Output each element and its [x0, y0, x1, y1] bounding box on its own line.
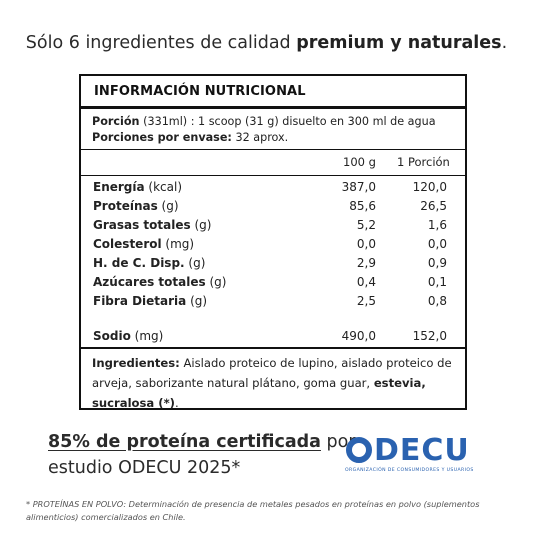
value-portion: 0,9: [427, 256, 447, 270]
column-header-100g: 100 g: [343, 155, 376, 169]
logo-text: DECU: [374, 433, 470, 468]
value-100g: 85,6: [349, 199, 376, 213]
nutrient-unit: (mg): [130, 329, 164, 343]
ingredients-text: Aislado proteico de lupino, aislado prot…: [92, 356, 452, 390]
nutrient-unit: (g): [184, 256, 206, 270]
nutrient-unit: (mg): [161, 237, 195, 251]
nutrient-unit: (g): [157, 199, 179, 213]
logo-o-ring: [346, 437, 372, 463]
headline: Sólo 6 ingredientes de calidad premium y…: [0, 33, 533, 53]
panel-title: INFORMACIÓN NUTRICIONAL: [94, 84, 306, 99]
nutrient-label: Sodio (mg): [93, 329, 163, 343]
divider: [81, 175, 465, 176]
nutrient-label: Azúcares totales (g): [93, 275, 226, 289]
nutrient-unit: (g): [205, 275, 227, 289]
ingredients: Ingredientes: Aislado proteico de lupino…: [92, 353, 462, 413]
value-100g: 2,5: [356, 294, 376, 308]
ingredients-end: .: [174, 396, 179, 410]
value-portion: 0,0: [427, 237, 447, 251]
value-portion: 120,0: [412, 180, 447, 194]
claim-line2: estudio ODECU 2025*: [48, 458, 241, 478]
nutrient-name: Fibra Dietaria: [93, 294, 187, 308]
claim-bold: 85% de proteína certificada: [48, 432, 321, 452]
value-portion: 26,5: [420, 199, 447, 213]
portion-info: Porción (331ml) : 1 scoop (31 g) disuelt…: [92, 114, 436, 146]
portion-label: Porción: [92, 115, 140, 128]
nutrient-unit: (g): [190, 218, 212, 232]
nutrient-name: Azúcares totales: [93, 275, 206, 289]
nutrient-name: Sodio: [93, 329, 131, 343]
value-100g: 2,9: [356, 256, 376, 270]
nutrient-name: H. de C. Disp.: [93, 256, 185, 270]
nutrient-label: Fibra Dietaria (g): [93, 294, 207, 308]
nutrient-label: Colesterol (mg): [93, 237, 194, 251]
nutrient-name: Energía: [93, 180, 145, 194]
servings-value: 32 aprox.: [231, 131, 289, 144]
nutrient-unit: (g): [186, 294, 208, 308]
value-portion: 0,8: [427, 294, 447, 308]
nutrient-name: Grasas totales: [93, 218, 191, 232]
headline-prefix: Sólo 6 ingredientes de calidad: [25, 33, 297, 53]
protein-claim: 85% de proteína certificada por estudio …: [48, 429, 356, 481]
value-100g: 0,4: [356, 275, 376, 289]
headline-suffix: .: [501, 33, 508, 53]
nutrient-name: Colesterol: [93, 237, 162, 251]
portion-text: (331ml) : 1 scoop (31 g) disuelto en 300…: [139, 115, 436, 128]
value-100g: 387,0: [341, 180, 376, 194]
nutrient-label: Proteínas (g): [93, 199, 179, 213]
nutrient-label: H. de C. Disp. (g): [93, 256, 205, 270]
divider: [81, 106, 465, 109]
value-100g: 490,0: [341, 329, 376, 343]
value-portion: 0,1: [427, 275, 447, 289]
nutrient-label: Grasas totales (g): [93, 218, 211, 232]
ingredients-label: Ingredientes:: [92, 356, 180, 370]
headline-bold: premium y naturales: [296, 33, 502, 53]
nutrition-panel: INFORMACIÓN NUTRICIONAL Porción (331ml) …: [79, 74, 467, 410]
value-100g: 0,0: [356, 237, 376, 251]
value-100g: 5,2: [356, 218, 376, 232]
servings-label: Porciones por envase:: [92, 131, 232, 144]
nutrient-unit: (kcal): [144, 180, 183, 194]
value-portion: 152,0: [412, 329, 447, 343]
ingredients-bold: estevia, sucralosa (*): [92, 376, 426, 410]
odecu-logo: DECU ORGANIZACIÓN DE CONSUMIDORES Y USUA…: [330, 434, 490, 474]
nutrient-label: Energía (kcal): [93, 180, 182, 194]
footnote: * PROTEÍNAS EN POLVO: Determinación de p…: [26, 499, 480, 522]
value-portion: 1,6: [427, 218, 447, 232]
logo-subtitle: ORGANIZACIÓN DE CONSUMIDORES Y USUARIOS: [345, 468, 474, 473]
column-header-portion: 1 Porción: [397, 155, 450, 169]
divider: [81, 347, 465, 349]
divider: [81, 149, 465, 150]
nutrient-name: Proteínas: [93, 199, 158, 213]
